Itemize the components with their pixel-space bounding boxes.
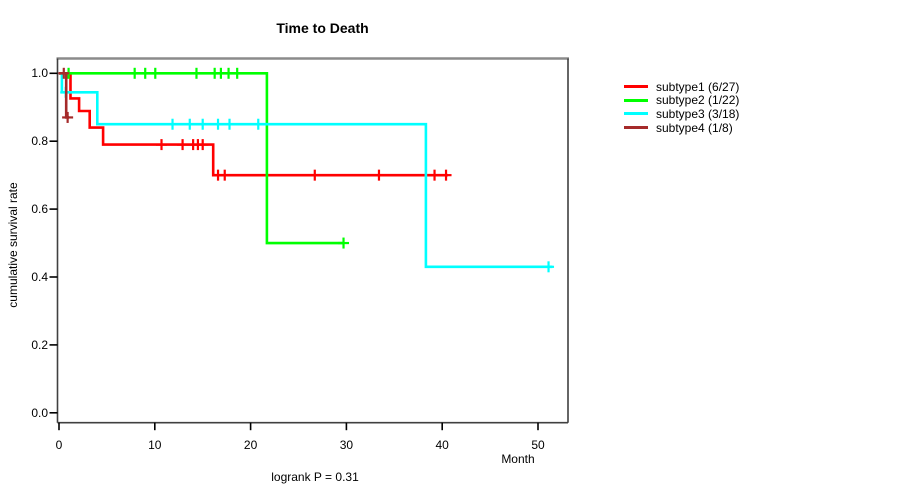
survival-curve-subtype1 [59,72,448,177]
legend-label-subtype2: subtype2 (1/22) [656,93,740,108]
y-tick-label-0.6: 0.6 [31,202,48,217]
legend-item-subtype2: subtype2 (1/22) [624,93,740,108]
legend-line-swatch-subtype4 [624,126,648,130]
legend-item-subtype3: subtype3 (3/18) [624,107,739,121]
survival-curve-subtype2 [59,72,345,245]
y-tick-label-1.0: 1.0 [31,66,48,81]
legend-line-swatch-subtype2 [624,98,648,102]
x-tick-label-20: 20 [243,438,258,452]
legend-item-subtype4: subtype4 (1/8) [624,121,739,135]
legend-label-subtype1: subtype1 (6/27) [656,79,740,94]
y-tick-label-0.4: 0.4 [31,270,48,284]
chart-title: Time to Death [276,20,369,36]
y-tick-label-0.0: 0.0 [31,405,48,420]
survival-curve-subtype4 [59,72,70,119]
legend-label-subtype3: subtype3 (3/18) [656,106,740,121]
survival-curve-subtype3 [59,72,553,269]
x-tick-label-30: 30 [339,438,354,452]
x-tick-label-10: 10 [148,438,162,452]
legend-line-swatch-subtype1 [624,85,648,89]
legend-line-swatch-subtype3 [624,112,648,116]
legend-item-subtype1: subtype1 (6/27) [624,80,739,94]
legend-label-subtype4: subtype4 (1/8) [656,120,733,135]
logrank-p-note: logrank P = 0.31 [271,470,359,484]
x-axis-title: Month [501,452,535,466]
x-tick-label-40: 40 [435,438,449,452]
x-tick-label-0: 0 [55,438,63,452]
x-tick-label-50: 50 [531,438,545,452]
legend: subtype1 (6/27) subtype2 (1/22) subtype3… [624,80,740,135]
y-tick-label-0.8: 0.8 [31,134,48,149]
y-tick-label-0.2: 0.2 [31,337,48,352]
